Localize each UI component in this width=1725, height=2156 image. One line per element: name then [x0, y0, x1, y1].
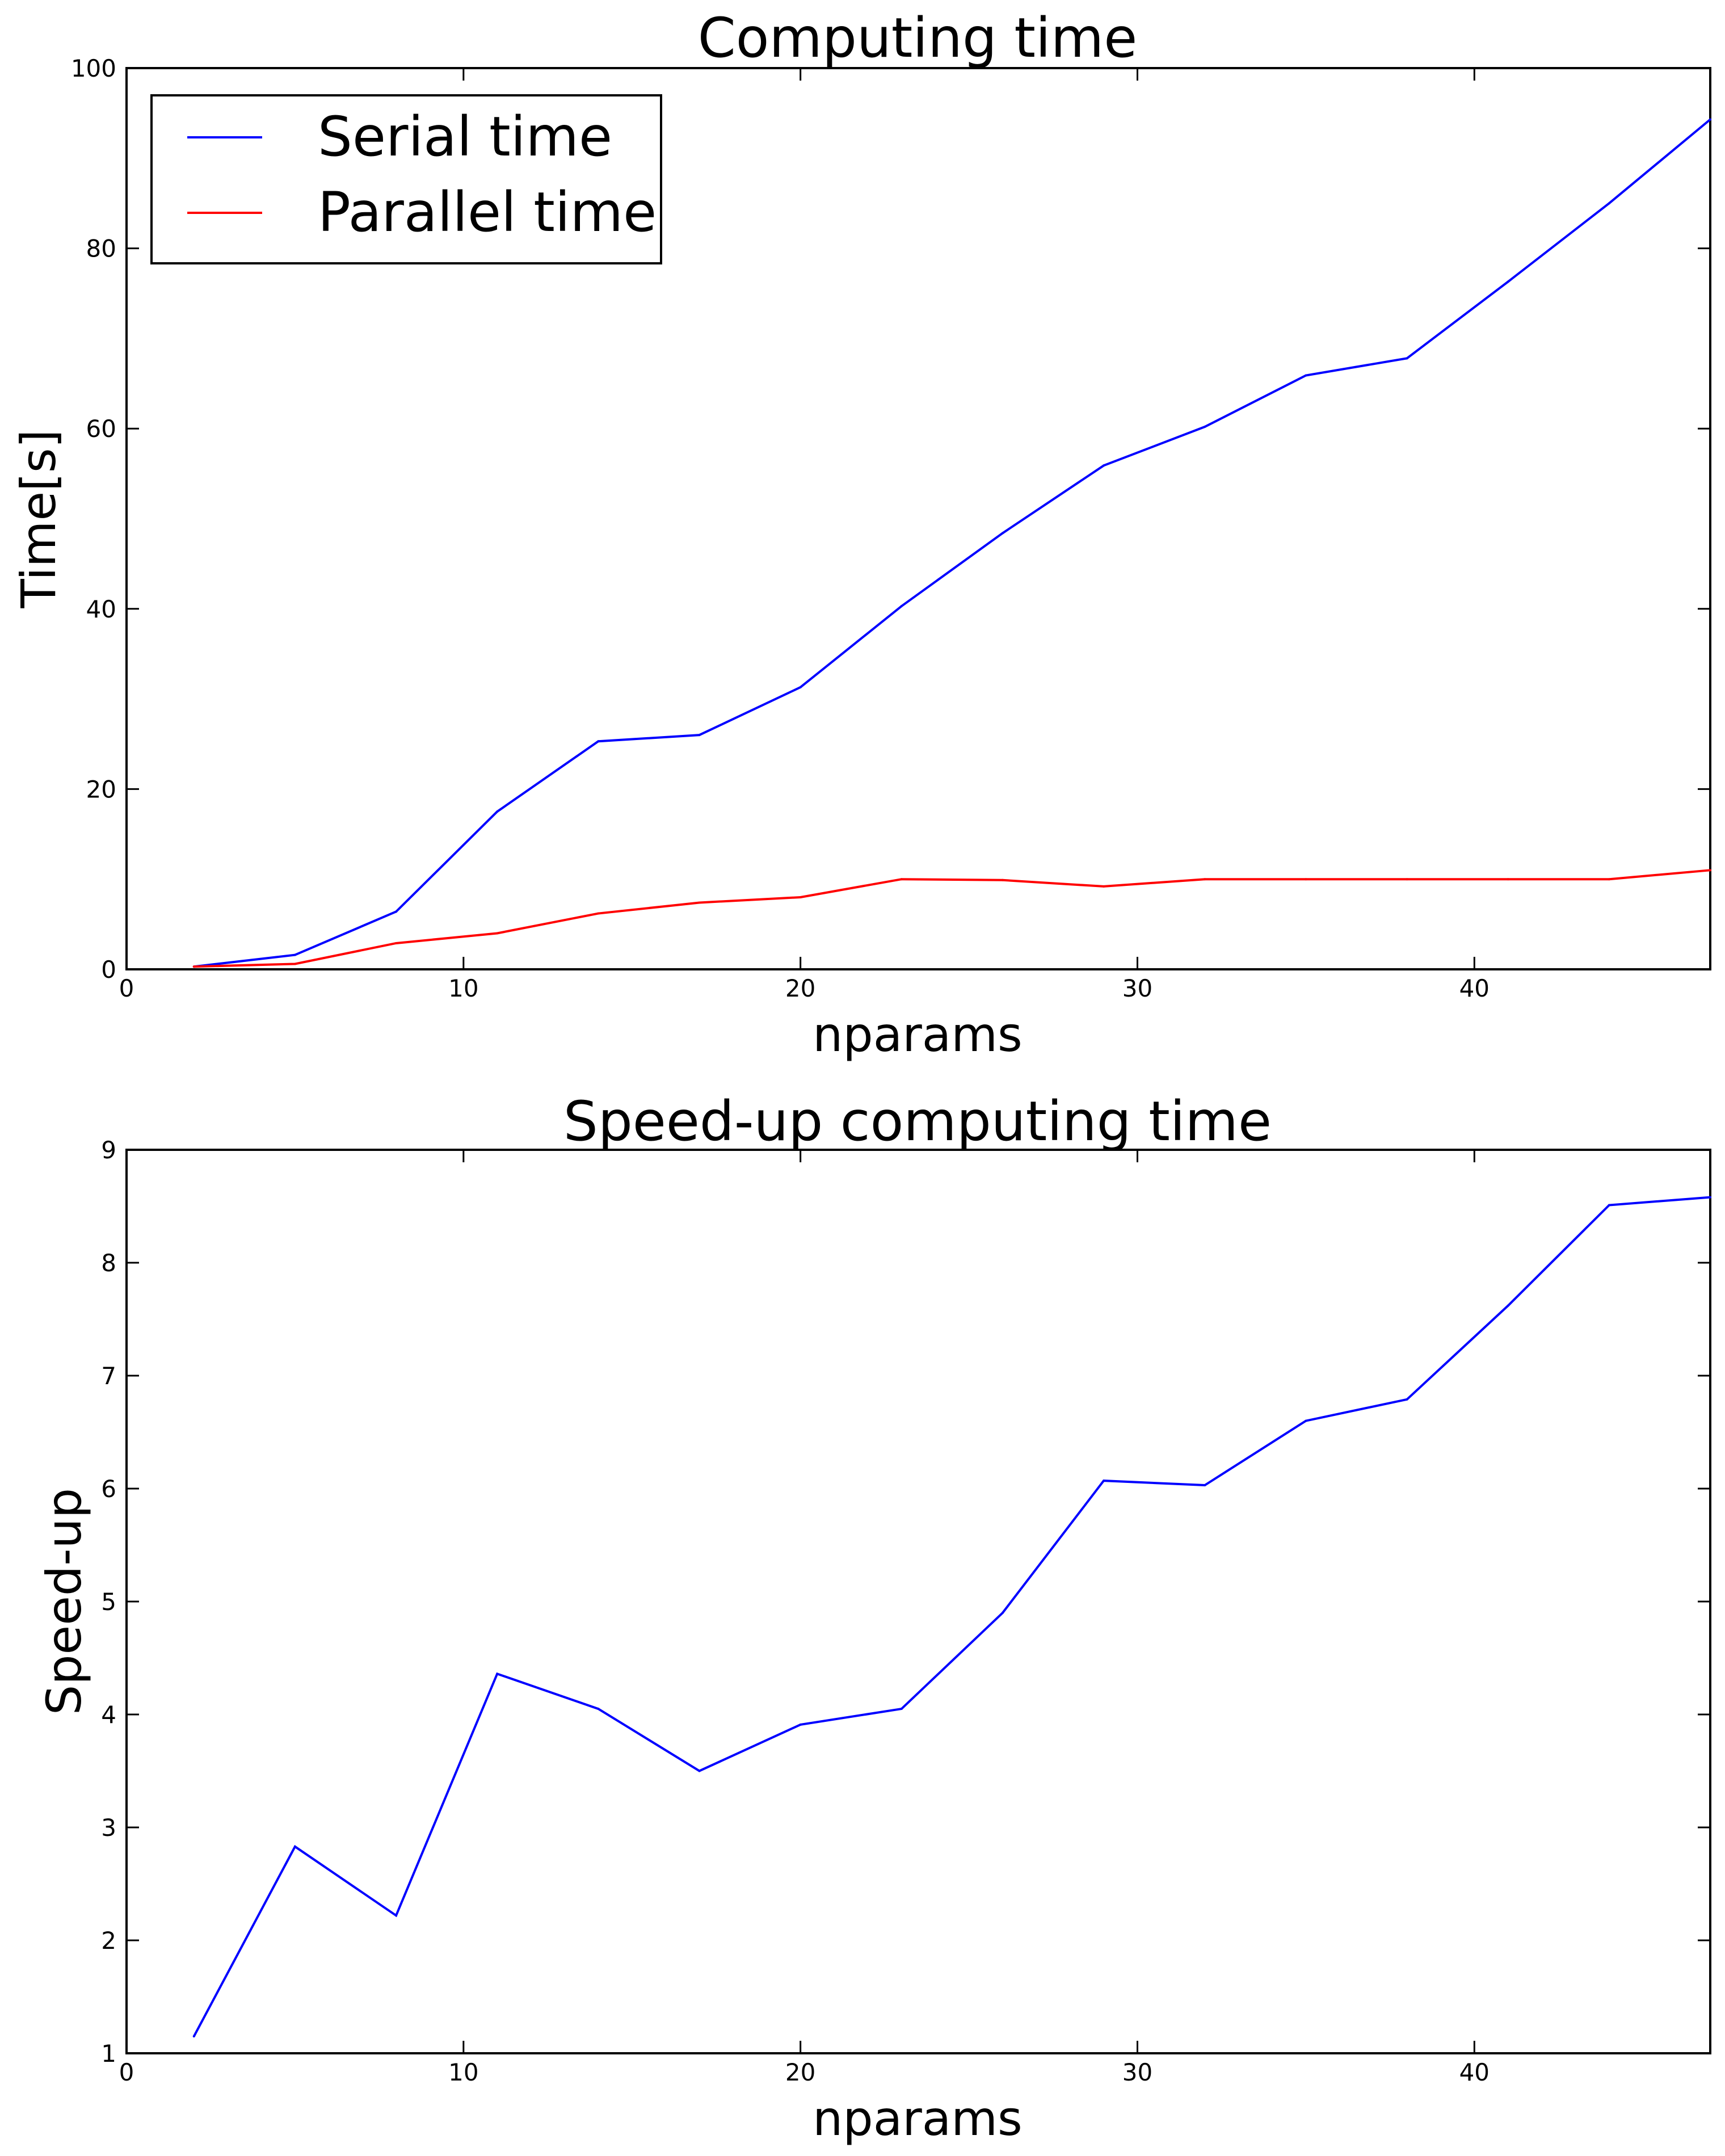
data-point-parallel-time	[1608, 878, 1610, 881]
data-point-series-0	[799, 1723, 802, 1726]
x-axis-label: nparams	[813, 1007, 1023, 1062]
y-tick-label: 4	[101, 1701, 116, 1729]
y-tick-label: 2	[101, 1927, 116, 1955]
data-point-parallel-time	[597, 912, 600, 915]
data-point-series-0	[1305, 1419, 1307, 1422]
data-point-series-0	[1103, 1480, 1105, 1482]
data-point-series-0	[1608, 1204, 1610, 1207]
data-point-series-0	[1001, 1611, 1004, 1614]
data-point-serial-time	[1608, 202, 1610, 205]
speed-up-chart: Speed-up computing time 0 10 20 30 40 1 2 3 4 5 6 7…	[36, 1090, 1711, 2146]
data-point-serial-time	[698, 734, 701, 737]
series-lines	[192, 1196, 1711, 2038]
data-point-serial-time	[395, 910, 398, 913]
data-point-parallel-time	[1001, 879, 1004, 881]
data-point-parallel-time	[1406, 878, 1408, 881]
computing-time-chart: Computing time 0 10 20 30 40 0 20 40 60 80 100 npa…	[11, 6, 1711, 1062]
legend-box	[150, 94, 662, 264]
y-tick-label: 7	[101, 1362, 116, 1390]
chart-title: Speed-up computing time	[563, 1090, 1272, 1153]
x-tick-label: 20	[785, 974, 815, 1002]
y-axis-label: Speed-up	[36, 1488, 92, 1715]
data-point-parallel-time	[1204, 878, 1206, 881]
data-point-series-0	[395, 1914, 398, 1917]
y-tick-label: 8	[101, 1249, 116, 1277]
data-point-parallel-time	[1709, 869, 1711, 872]
x-tick-label: 30	[1122, 974, 1152, 1002]
y-tick-label: 3	[101, 1814, 116, 1842]
axis-ticks: 0 10 20 30 40 1 2 3 4 5 6 7 8 9	[101, 1136, 1710, 2086]
data-point-serial-time	[1507, 280, 1509, 283]
y-tick-label: 1	[101, 2040, 116, 2067]
data-point-series-0	[1406, 1398, 1408, 1401]
x-tick-label: 20	[785, 2058, 815, 2086]
y-tick-label: 80	[86, 235, 116, 263]
y-tick-label: 20	[86, 775, 116, 803]
data-point-parallel-time	[496, 932, 499, 935]
data-point-serial-time	[799, 686, 802, 688]
data-point-series-0	[698, 1770, 701, 1772]
x-tick-label: 0	[119, 2058, 134, 2086]
legend: Serial time Parallel time	[150, 94, 662, 264]
x-tick-label: 0	[119, 974, 134, 1002]
data-point-series-0	[597, 1708, 600, 1710]
plot-area	[125, 1149, 1711, 2054]
data-point-series-0	[496, 1672, 499, 1675]
x-tick-label: 10	[448, 2058, 478, 2086]
data-point-serial-time	[1001, 532, 1004, 535]
data-point-series-0	[293, 1845, 296, 1848]
y-tick-label: 40	[86, 595, 116, 623]
series-line-serial-time	[193, 118, 1711, 968]
legend-label-parallel-time: Parallel time	[318, 180, 657, 244]
axis-ticks: 0 10 20 30 40 0 20 40 60 80 100	[71, 54, 1710, 1002]
x-tick-label: 40	[1459, 974, 1490, 1002]
data-point-parallel-time	[900, 878, 903, 881]
y-tick-label: 0	[101, 956, 116, 984]
x-tick-label: 40	[1459, 2058, 1490, 2086]
data-point-parallel-time	[1305, 878, 1307, 881]
data-point-parallel-time	[1507, 878, 1509, 881]
data-point-serial-time	[1204, 426, 1206, 428]
y-axis-label: Time[s]	[11, 430, 66, 609]
x-axis-label: nparams	[813, 2091, 1023, 2146]
y-tick-label: 100	[71, 54, 116, 82]
data-point-series-0	[1204, 1484, 1206, 1487]
chart-title: Computing time	[698, 6, 1138, 70]
data-point-serial-time	[1709, 118, 1711, 121]
data-point-parallel-time	[293, 963, 296, 965]
data-point-parallel-time	[395, 942, 398, 944]
y-tick-label: 5	[101, 1588, 116, 1616]
data-point-series-0	[900, 1708, 903, 1710]
data-point-serial-time	[1406, 357, 1408, 360]
y-tick-label: 60	[86, 415, 116, 443]
data-point-serial-time	[1103, 464, 1105, 467]
data-point-serial-time	[1305, 374, 1307, 377]
y-tick-label: 9	[101, 1136, 116, 1164]
x-tick-label: 30	[1122, 2058, 1152, 2086]
data-point-parallel-time	[192, 965, 195, 968]
data-point-parallel-time	[698, 901, 701, 904]
data-point-series-0	[192, 2035, 195, 2038]
data-point-parallel-time	[799, 896, 802, 898]
data-point-series-0	[1709, 1196, 1711, 1199]
x-tick-label: 10	[448, 974, 478, 1002]
series-line-series-0	[193, 1196, 1711, 2037]
data-point-serial-time	[597, 740, 600, 743]
y-tick-label: 6	[101, 1475, 116, 1503]
legend-label-serial-time: Serial time	[318, 105, 612, 169]
data-point-series-0	[1507, 1304, 1509, 1307]
series-lines	[192, 118, 1711, 968]
data-point-serial-time	[293, 953, 296, 956]
data-point-serial-time	[900, 605, 903, 608]
series-line-parallel-time	[193, 869, 1711, 968]
data-point-parallel-time	[1103, 885, 1105, 888]
data-point-serial-time	[496, 810, 499, 813]
